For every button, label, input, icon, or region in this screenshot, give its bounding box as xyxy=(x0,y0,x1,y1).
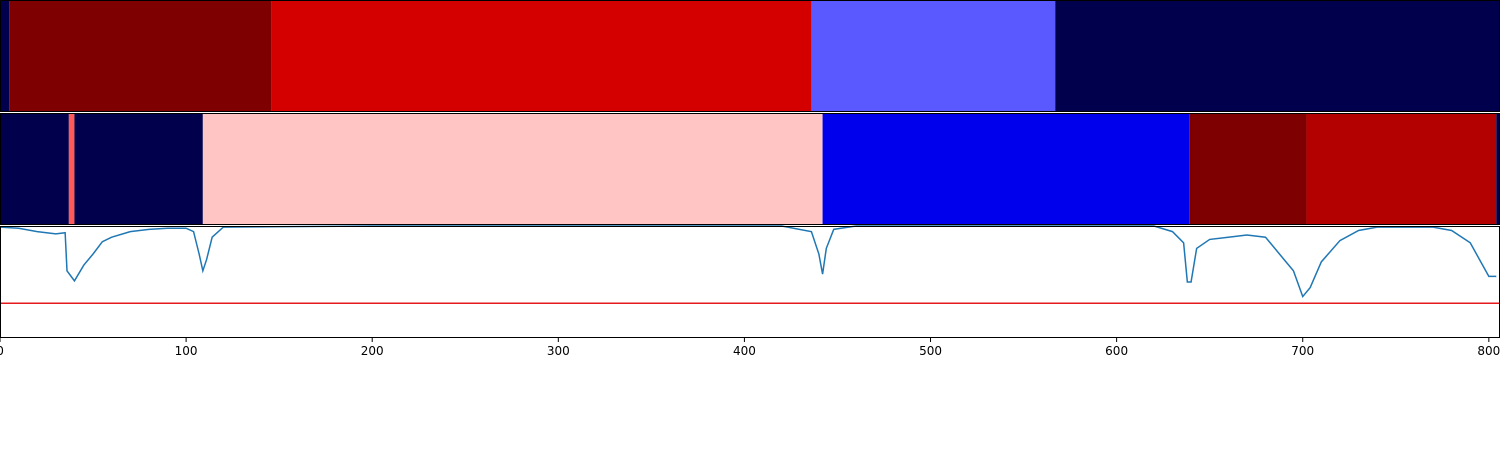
segment xyxy=(1055,0,1500,112)
x-tick-label: 300 xyxy=(547,344,570,358)
x-tick-label: 800 xyxy=(1477,344,1500,358)
segment xyxy=(1496,113,1500,225)
x-tick-label: 200 xyxy=(361,344,384,358)
segment xyxy=(9,0,272,112)
segment xyxy=(74,113,203,225)
segment xyxy=(1306,113,1497,225)
segment xyxy=(0,0,10,112)
segment xyxy=(822,113,1190,225)
x-tick-label: 600 xyxy=(1105,344,1128,358)
data-line xyxy=(0,225,1497,299)
segment xyxy=(68,113,75,225)
segment xyxy=(0,113,69,225)
x-tick-label: 700 xyxy=(1291,344,1314,358)
segment xyxy=(271,0,812,112)
segment xyxy=(1189,113,1307,225)
x-tick-label: 400 xyxy=(733,344,756,358)
panel-frame xyxy=(0,226,1500,338)
segment xyxy=(811,0,1056,112)
segment xyxy=(202,113,823,225)
x-tick-label: 500 xyxy=(919,344,942,358)
x-tick-label: 100 xyxy=(175,344,198,358)
x-tick-label: 0 xyxy=(0,344,4,358)
